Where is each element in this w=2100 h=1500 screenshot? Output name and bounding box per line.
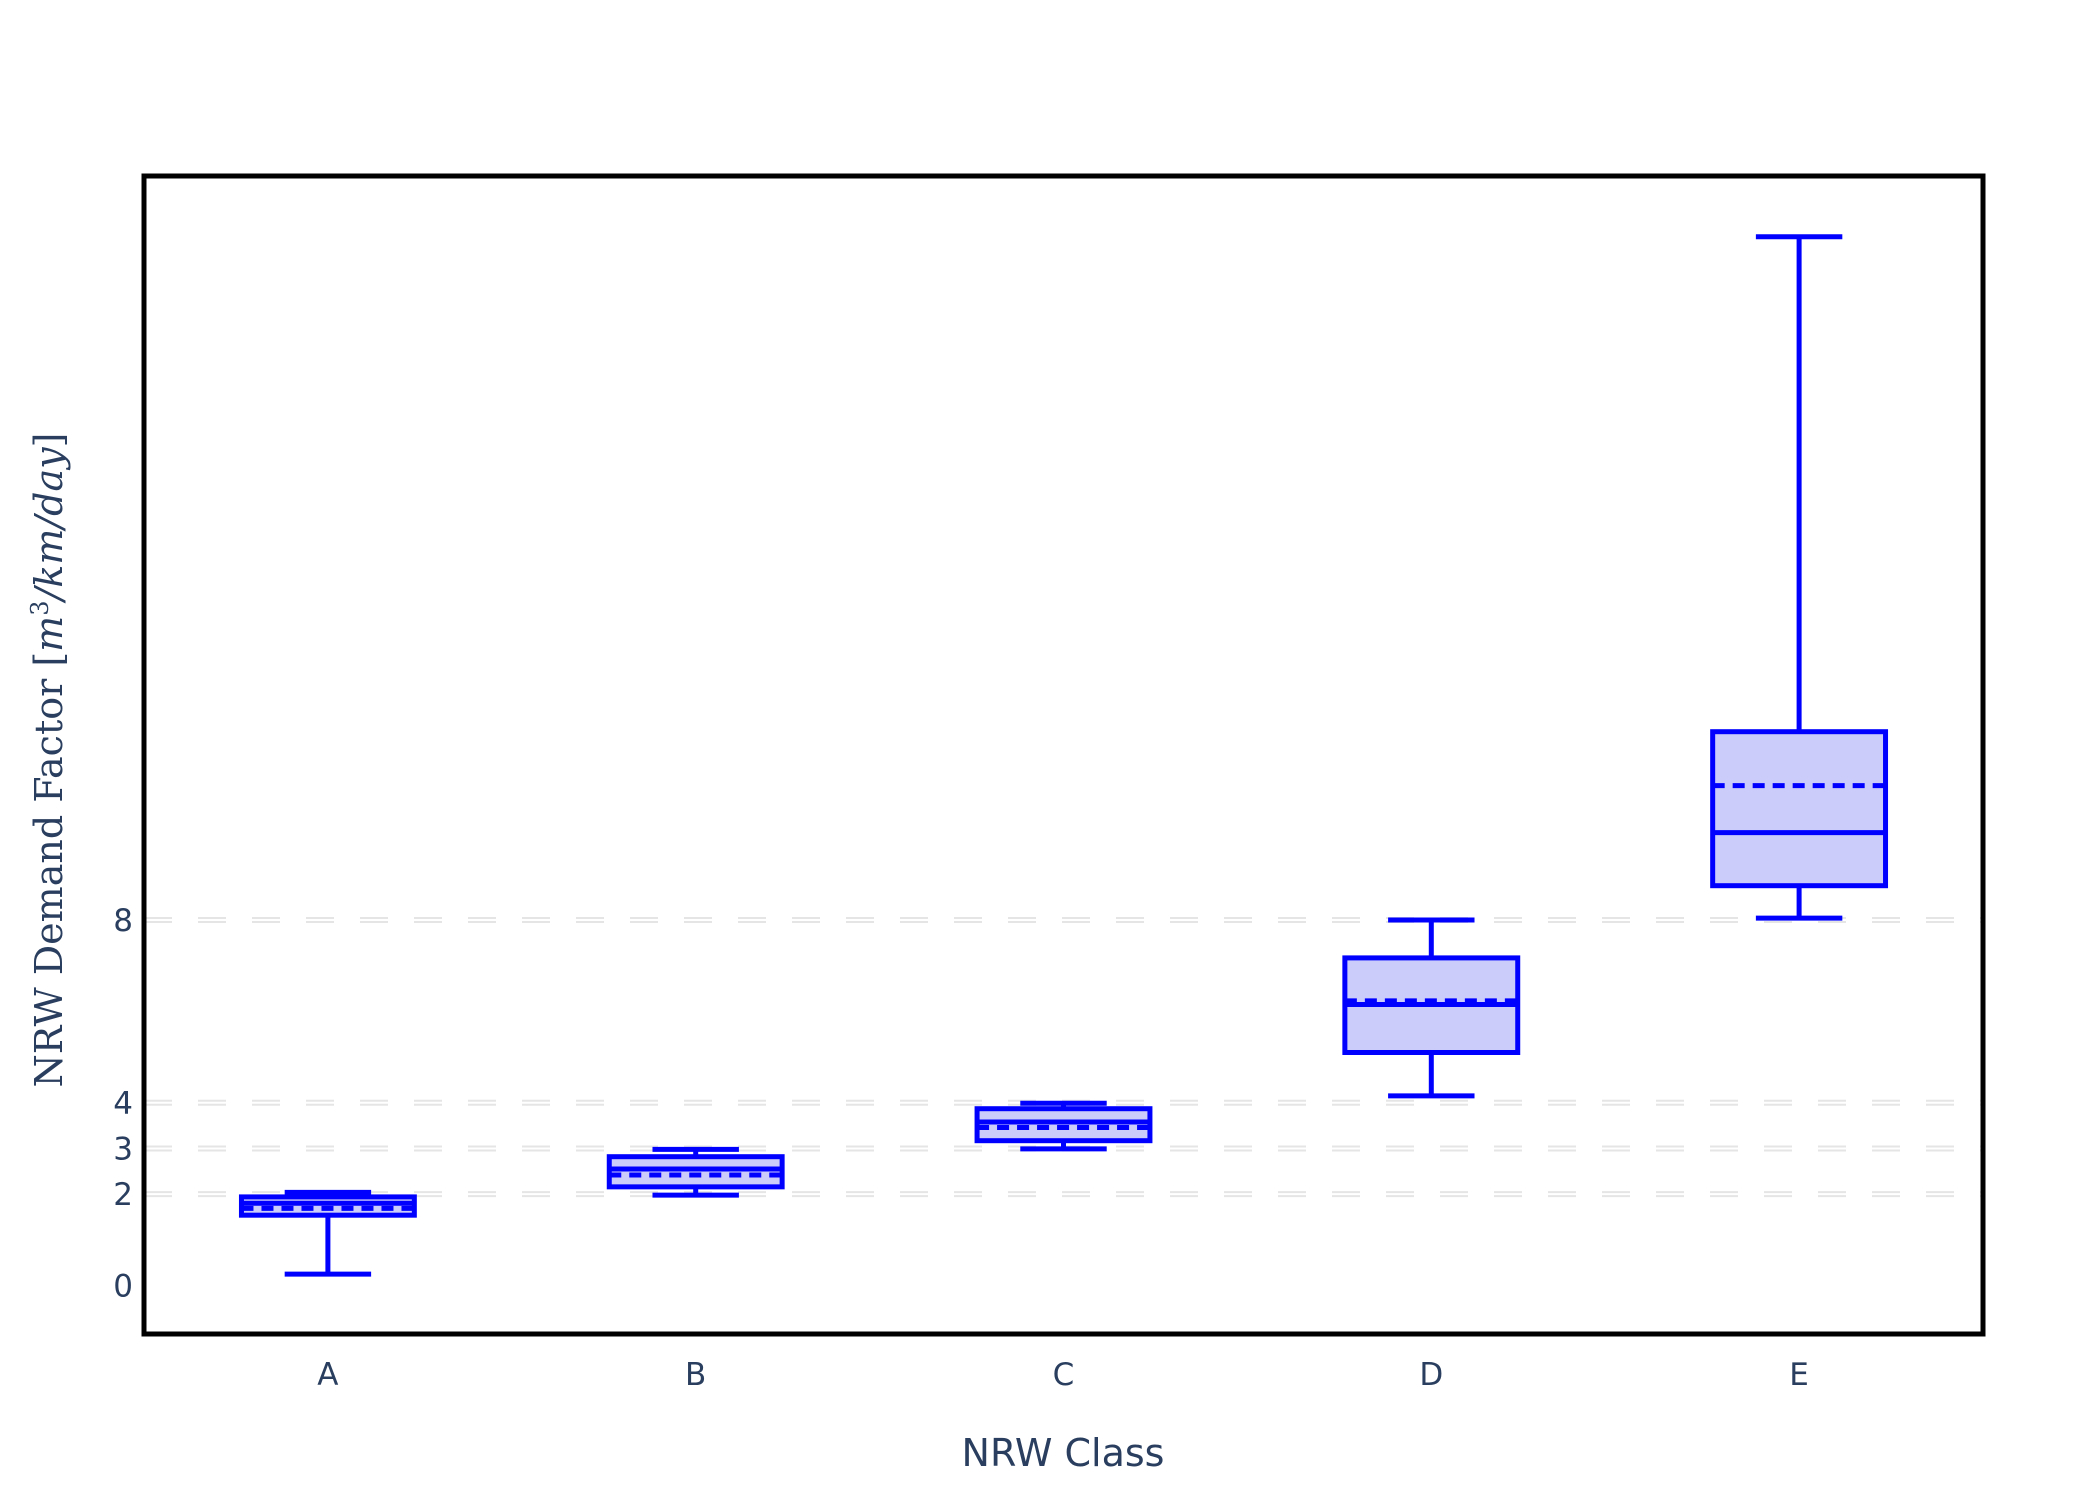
y-axis-title: NRW Demand Factor [m3/km/day] xyxy=(26,433,71,1088)
y-axis-unit-m: m xyxy=(27,616,71,652)
plot-frame xyxy=(141,173,1986,1337)
y-tick-label: 0 xyxy=(113,1269,133,1305)
y-tick-label: 4 xyxy=(113,1086,133,1122)
y-axis-unit-rest: /km/day xyxy=(27,447,71,605)
box-E xyxy=(1710,234,1889,921)
box-series xyxy=(238,234,1889,1277)
gridlines xyxy=(144,916,1983,1198)
box-C xyxy=(974,1100,1153,1152)
box-D xyxy=(1342,917,1521,1099)
x-tick-label: B xyxy=(685,1357,706,1393)
x-tick-label: A xyxy=(317,1357,338,1393)
iqr-box xyxy=(974,1106,1153,1144)
x-tick-labels: A B C D E xyxy=(317,1357,1809,1393)
x-tick-label: D xyxy=(1419,1357,1443,1393)
x-tick-label: E xyxy=(1789,1357,1809,1393)
iqr-box xyxy=(606,1154,785,1190)
y-tick-label: 2 xyxy=(113,1177,133,1213)
x-axis-title: NRW Class xyxy=(962,1431,1165,1475)
iqr-box xyxy=(1710,729,1889,889)
x-tick-label: C xyxy=(1053,1357,1075,1393)
y-tick-labels: 0 2 3 4 8 xyxy=(113,903,133,1305)
y-axis-title-text: NRW Demand Factor xyxy=(27,678,71,1088)
box-B xyxy=(606,1146,785,1198)
y-tick-label: 8 xyxy=(113,903,133,939)
box-A xyxy=(238,1189,417,1277)
y-axis-unit-exp: 3 xyxy=(26,600,54,615)
y-tick-label: 3 xyxy=(113,1131,133,1167)
